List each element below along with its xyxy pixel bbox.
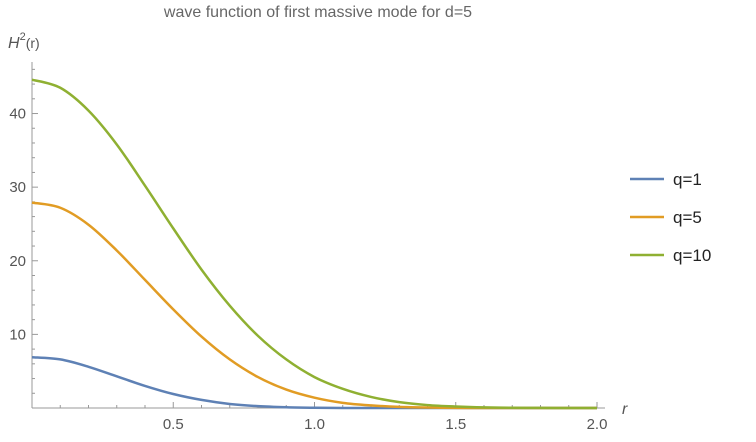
chart-title: wave function of first massive mode for … [163,4,472,21]
x-tick-label: 0.5 [163,416,184,433]
legend-label-q=10: q=10 [673,246,711,265]
y-tick-label: 40 [9,106,26,123]
x-tick-label: 2.0 [587,416,608,433]
y-axis-label-sup: 2 [20,31,26,43]
series-group [31,78,598,410]
y-tick-label: 10 [9,326,26,343]
y-axis-label: H2(r) [8,31,40,52]
y-axis-label-base: H [8,35,20,52]
legend-label-q=5: q=5 [673,208,702,227]
x-tick-label: 1.0 [304,416,325,433]
series-line-q=10 [31,78,598,410]
series-line-q=1 [31,355,597,410]
legend: q=1 q=5 q=10 [630,170,711,265]
y-tick-label: 20 [9,253,26,270]
x-axis-label: r [622,401,628,418]
x-tick-label: 1.5 [445,416,466,433]
y-tick-label: 30 [9,179,26,196]
legend-label-q=1: q=1 [673,170,702,189]
y-axis-label-arg: (r) [26,35,40,51]
